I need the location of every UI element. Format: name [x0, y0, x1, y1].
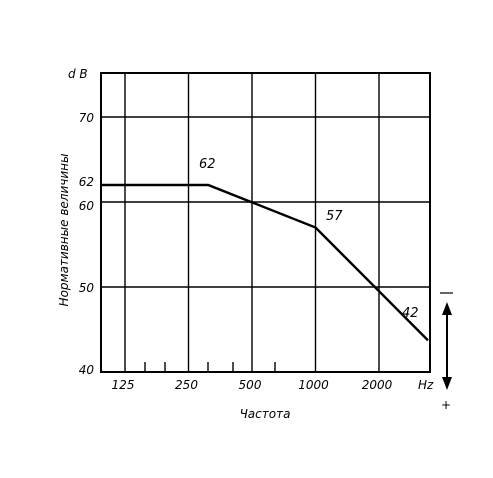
x-tick-label: 2000	[362, 378, 393, 392]
x-tick-label: 1000	[298, 378, 329, 392]
x-tick-label: 500	[239, 378, 262, 392]
x-unit-label: Hz	[418, 378, 434, 392]
y-tick-labels: 40 50 60 62 70	[79, 111, 95, 377]
x-tick-label: 250	[175, 378, 198, 392]
y-tick-label: 60	[79, 199, 95, 213]
x-tick-label: 125	[112, 378, 135, 392]
minor-ticks	[144, 362, 276, 372]
y-unit-label: d B	[68, 67, 88, 81]
y-tick-label: 40	[79, 363, 95, 377]
chart-grid	[101, 73, 430, 372]
range-indicator: +	[440, 292, 453, 412]
y-axis-label: Нормативные величины	[57, 154, 71, 307]
plus-sign: +	[441, 398, 451, 412]
arrow-up-icon	[442, 302, 452, 315]
data-labels: 62 57 42	[199, 157, 419, 321]
series-line	[101, 183, 429, 342]
y-tick-label: 50	[79, 281, 95, 295]
x-tick-labels: 125 250 500 1000 2000	[112, 378, 393, 392]
data-label-42: 42	[402, 306, 419, 321]
y-tick-label: 62	[79, 175, 94, 189]
x-axis-label: Частота	[240, 407, 291, 421]
arrow-down-icon	[442, 377, 452, 390]
data-label-62: 62	[199, 157, 216, 172]
y-tick-label: 70	[79, 111, 95, 125]
data-label-57: 57	[326, 209, 343, 224]
plot-frame	[100, 72, 431, 373]
